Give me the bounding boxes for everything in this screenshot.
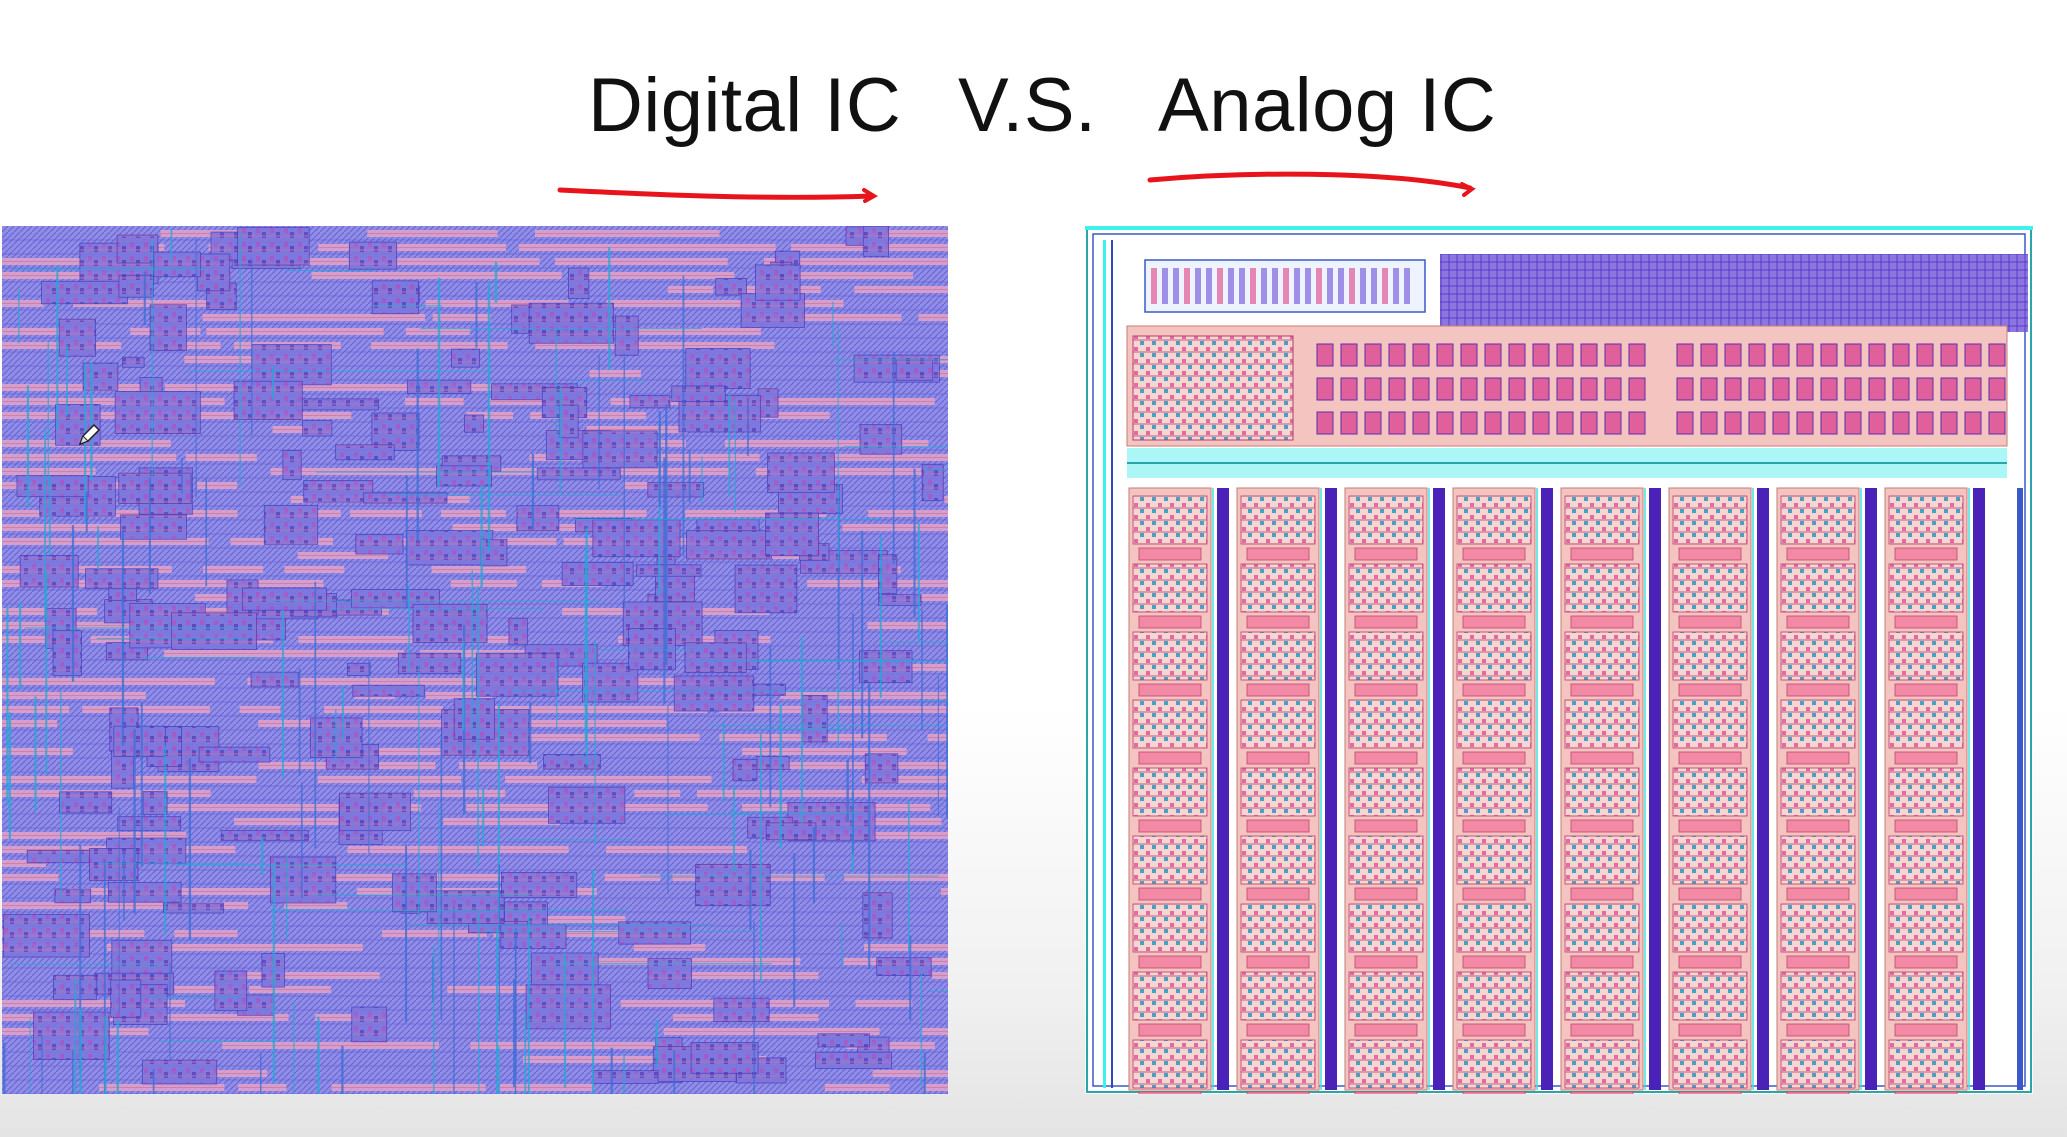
digital-ic-layout-image (2, 226, 948, 1094)
title-digital-ic: Digital IC (588, 63, 902, 148)
pencil-cursor-icon (78, 423, 101, 446)
analog-ic-layout-image (1085, 226, 2033, 1094)
digital-underline-annotation (557, 187, 878, 203)
analog-underline-annotation (1147, 171, 1476, 197)
title-analog-ic: Analog IC (1158, 63, 1497, 148)
title-versus: V.S. (958, 63, 1097, 148)
